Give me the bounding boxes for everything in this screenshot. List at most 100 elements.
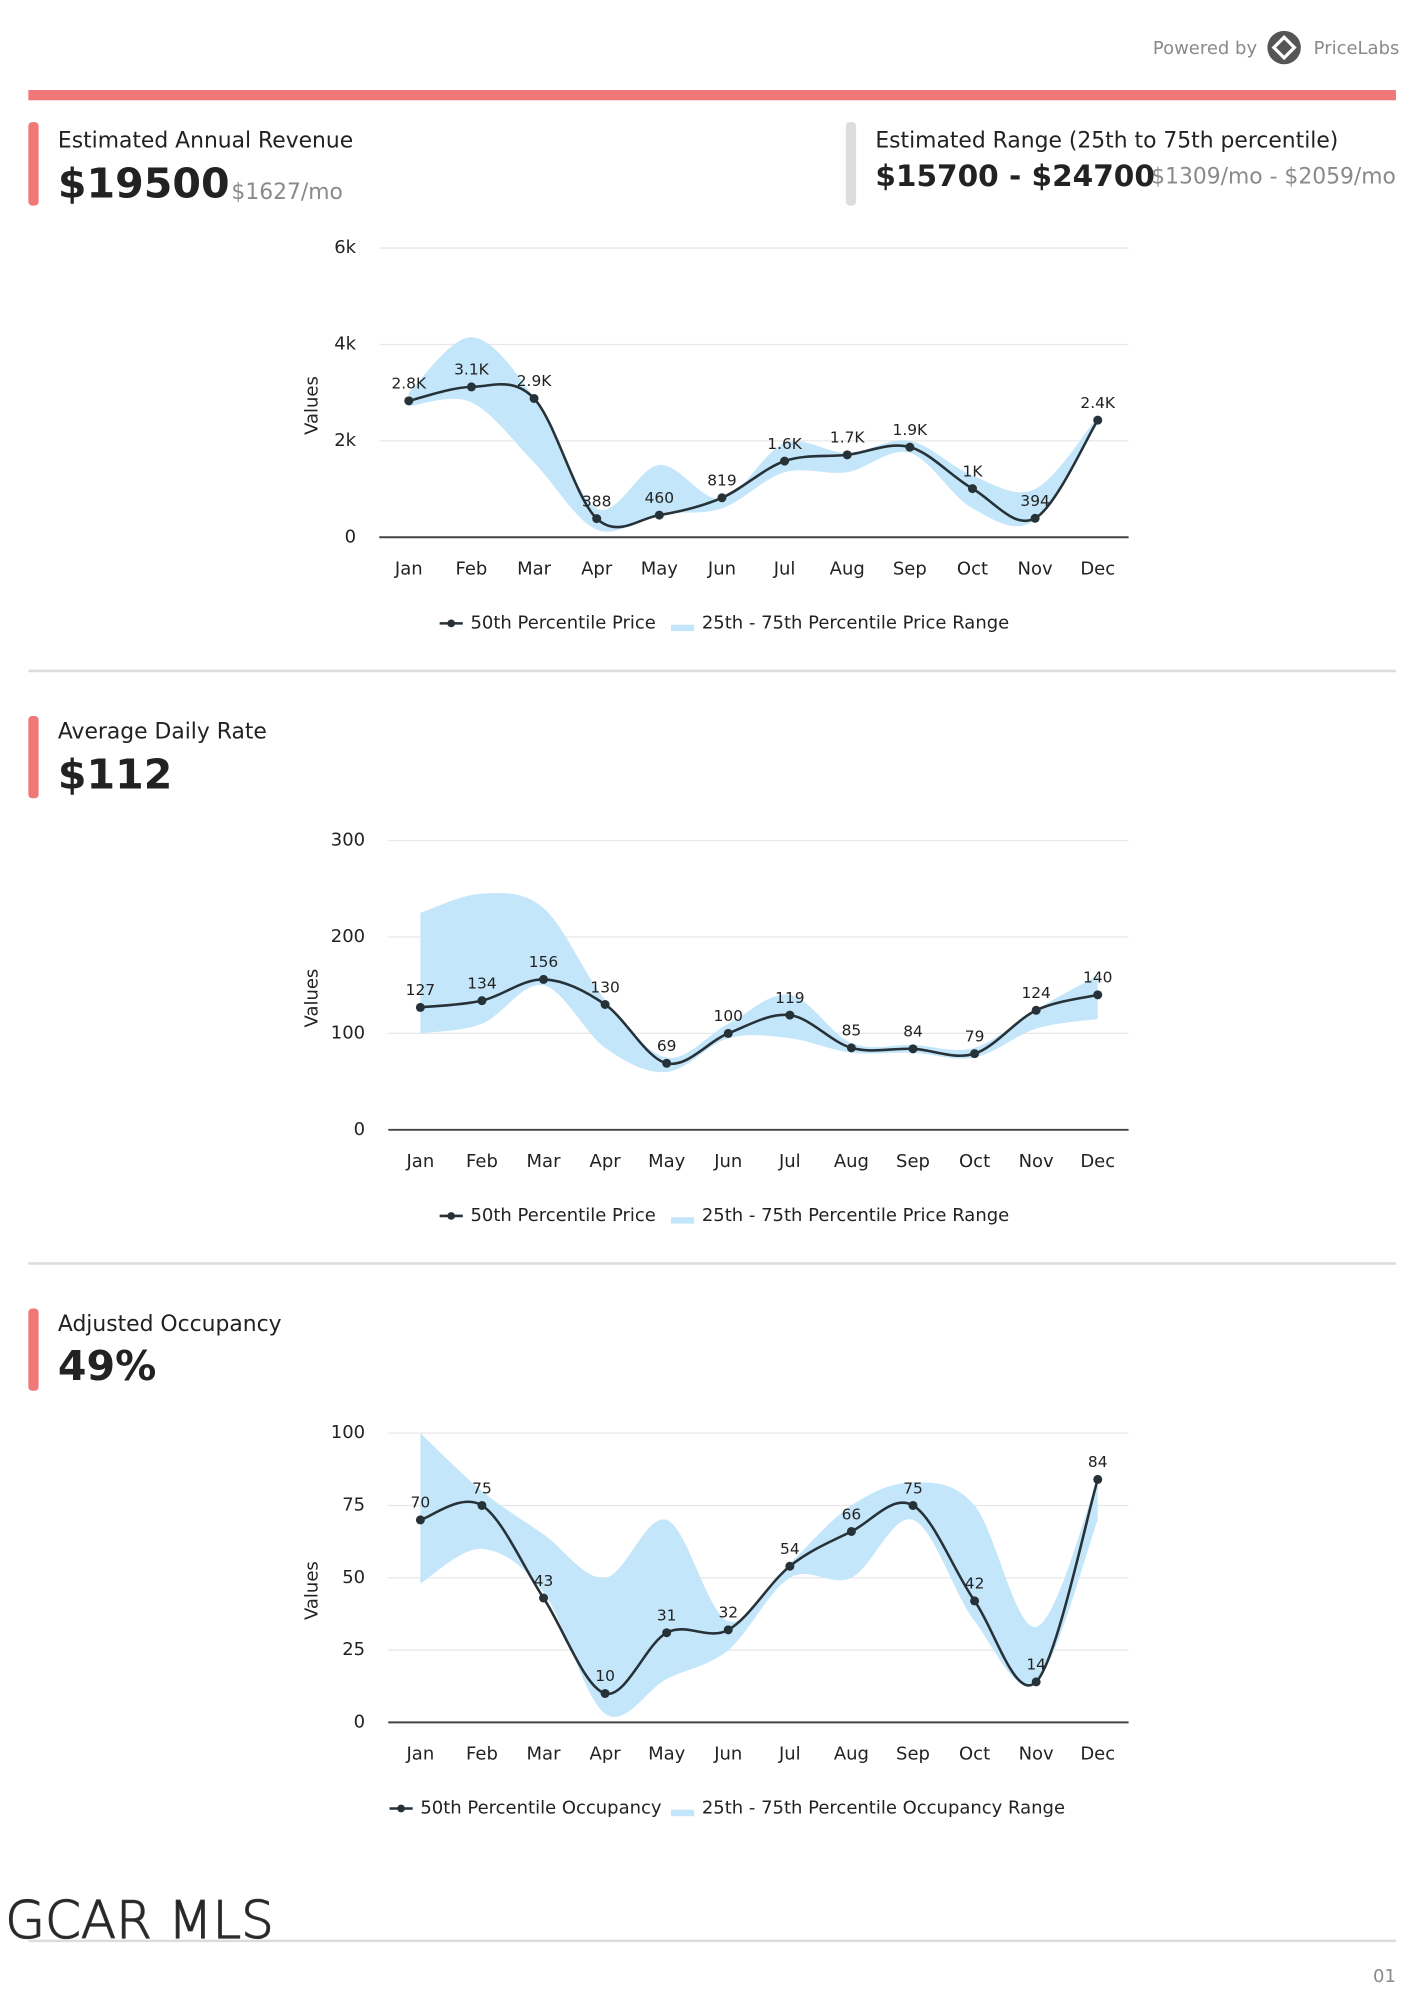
legend-label: 25th - 75th Percentile Price Range xyxy=(702,1205,1009,1226)
powered-by: Powered by xyxy=(1153,38,1258,59)
x-tick-label: Apr xyxy=(590,1151,622,1172)
x-tick-label: Aug xyxy=(834,1743,869,1764)
header-rule xyxy=(28,89,1396,101)
data-point xyxy=(967,484,977,494)
x-tick-label: Mar xyxy=(517,558,552,579)
x-tick-label: Jul xyxy=(778,1151,801,1172)
data-point xyxy=(717,493,727,503)
data-label: 43 xyxy=(534,1572,554,1590)
data-point xyxy=(466,382,476,392)
section-marker xyxy=(845,122,857,206)
x-tick-label: Oct xyxy=(959,1743,990,1764)
x-tick-label: Jan xyxy=(394,558,423,579)
data-point xyxy=(908,1044,918,1054)
x-tick-label: Sep xyxy=(896,1151,930,1172)
data-label: 130 xyxy=(590,978,619,996)
y-tick-label: 100 xyxy=(331,1022,365,1043)
data-label: 85 xyxy=(842,1022,862,1040)
data-point xyxy=(785,1561,795,1571)
data-label: 127 xyxy=(406,981,435,999)
data-point xyxy=(404,396,414,406)
data-point xyxy=(970,1049,980,1059)
section-marker xyxy=(28,1308,39,1391)
data-label: 14 xyxy=(1026,1656,1046,1674)
data-label: 75 xyxy=(903,1479,923,1497)
x-tick-label: Dec xyxy=(1080,1151,1115,1172)
x-tick-label: Aug xyxy=(830,558,865,579)
data-point xyxy=(1093,415,1103,425)
legend-swatch xyxy=(447,619,456,628)
y-axis-label: Values xyxy=(301,969,322,1028)
data-label: 3.1K xyxy=(454,361,490,379)
x-tick-label: Jan xyxy=(406,1743,435,1764)
data-label: 70 xyxy=(411,1494,431,1512)
range-band xyxy=(408,337,1098,532)
footer-brand: GCAR MLS xyxy=(5,1891,274,1951)
section-title: Estimated Range (25th to 75th percentile… xyxy=(875,128,1338,153)
x-tick-label: Feb xyxy=(466,1743,498,1764)
data-label: 79 xyxy=(965,1027,985,1045)
data-label: 119 xyxy=(775,989,804,1007)
data-point xyxy=(1031,1677,1041,1687)
data-label: 124 xyxy=(1021,984,1050,1002)
legend-label: 25th - 75th Percentile Occupancy Range xyxy=(702,1797,1065,1818)
data-point xyxy=(846,1526,856,1536)
data-label: 1.9K xyxy=(893,421,929,439)
data-point xyxy=(723,1625,733,1635)
x-tick-label: Jan xyxy=(406,1151,435,1172)
section-sub: $1309/mo - $2059/mo xyxy=(1151,164,1396,189)
data-point xyxy=(723,1028,733,1038)
data-point xyxy=(415,1515,425,1525)
data-point xyxy=(415,1002,425,1012)
data-point xyxy=(1030,513,1040,523)
section-marker xyxy=(28,715,39,799)
range-band xyxy=(420,893,1098,1073)
x-tick-label: Oct xyxy=(959,1151,990,1172)
data-point xyxy=(600,1000,610,1009)
x-tick-label: Mar xyxy=(527,1743,562,1764)
data-label: 394 xyxy=(1020,492,1049,510)
data-label: 156 xyxy=(529,953,558,971)
legend-swatch xyxy=(397,1804,405,1813)
data-point xyxy=(662,1058,672,1068)
x-tick-label: Sep xyxy=(893,558,927,579)
data-point xyxy=(539,974,549,984)
range-band xyxy=(420,1433,1098,1717)
legend-swatch xyxy=(447,1212,456,1220)
y-tick-label: 2k xyxy=(334,430,356,451)
data-label: 1.7K xyxy=(830,429,866,447)
data-point xyxy=(1093,990,1103,1000)
data-point xyxy=(1031,1005,1041,1015)
y-tick-label: 0 xyxy=(354,1711,365,1732)
data-label: 100 xyxy=(714,1007,743,1025)
data-label: 42 xyxy=(965,1575,985,1593)
section-value: $15700 - $24700 xyxy=(875,159,1155,193)
data-label: 819 xyxy=(707,472,736,490)
y-tick-label: 300 xyxy=(331,830,365,851)
data-label: 32 xyxy=(718,1604,738,1622)
x-tick-label: Sep xyxy=(896,1743,930,1764)
x-tick-label: Apr xyxy=(581,558,613,579)
section-sub: $1627/mo xyxy=(231,180,343,205)
brand-logo xyxy=(1267,30,1301,65)
data-label: 54 xyxy=(780,1540,800,1558)
x-tick-label: Jun xyxy=(713,1151,742,1172)
x-tick-label: Jun xyxy=(713,1743,742,1764)
x-tick-label: Apr xyxy=(590,1743,622,1764)
data-label: 75 xyxy=(472,1479,492,1497)
data-label: 84 xyxy=(1088,1453,1108,1471)
data-point xyxy=(539,1593,549,1603)
section-marker xyxy=(28,122,39,206)
legend-label: 25th - 75th Percentile Price Range xyxy=(702,612,1009,633)
data-label: 460 xyxy=(645,489,674,507)
y-tick-label: 4k xyxy=(334,333,356,354)
data-label: 1.6K xyxy=(767,435,803,453)
y-tick-label: 6k xyxy=(334,237,356,258)
section-value: 49% xyxy=(58,1342,156,1390)
data-point xyxy=(662,1628,672,1638)
x-tick-label: Dec xyxy=(1080,1743,1115,1764)
section-title: Average Daily Rate xyxy=(58,720,267,745)
data-label: 2.4K xyxy=(1080,394,1116,412)
data-label: 2.9K xyxy=(517,372,553,390)
brand-logo-mark xyxy=(1271,35,1297,61)
